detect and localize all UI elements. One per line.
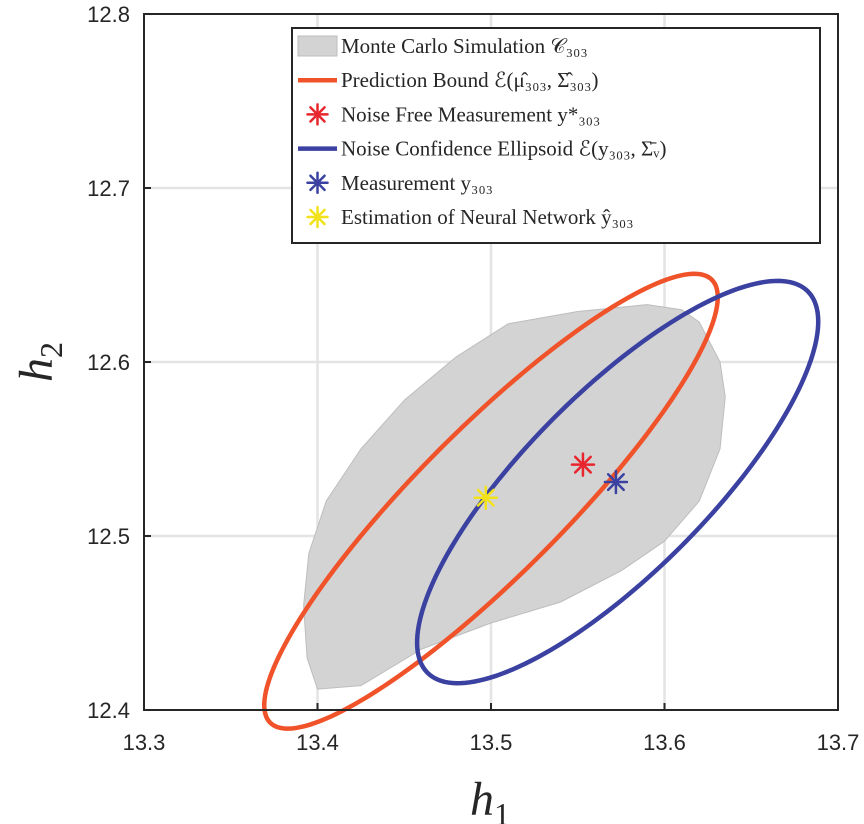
legend-label: Noise Free Measurement y*₃₀₃: [341, 102, 600, 126]
legend: Monte Carlo Simulation 𝒞₃₀₃ Prediction Bo…: [291, 27, 821, 244]
legend-asterisk: [306, 103, 329, 126]
noise-confidence-ellipse: [414, 278, 821, 686]
y-tick-label: 12.4: [87, 698, 130, 723]
legend-label: Noise Confidence Ellipsoid ℰ(y₃₀₃, Σ̄ᵥ): [341, 137, 666, 161]
legend-label: Measurement y₃₀₃: [341, 171, 493, 195]
legend-item-nc: Noise Confidence Ellipsoid ℰ(y₃₀₃, Σ̄ᵥ): [298, 137, 666, 161]
legend-swatch: [297, 35, 338, 57]
legend-item-pred: Prediction Bound ℰ(μ̂₃₀₃, Σ̂₃₀₃): [298, 68, 598, 92]
legend-items: Monte Carlo Simulation 𝒞₃₀₃ Prediction Bo…: [297, 34, 666, 229]
y-tick-label: 12.6: [87, 350, 130, 375]
y-axis-label: h2: [10, 342, 69, 382]
x-tick-label: 13.3: [123, 730, 166, 755]
measurement-point: [603, 469, 629, 495]
neural-network-estimate-point: [473, 485, 499, 510]
legend-item-meas: Measurement y₃₀₃: [306, 171, 493, 195]
x-tick-label: 13.7: [817, 730, 860, 755]
legend-label: Monte Carlo Simulation 𝒞₃₀₃: [341, 34, 588, 58]
x-tick-label: 13.4: [296, 730, 339, 755]
legend-asterisk: [306, 171, 329, 195]
plot-content: [262, 271, 821, 731]
legend-item-nn: Estimation of Neural Network ŷ₃₀₃: [306, 205, 634, 229]
legend-label: Prediction Bound ℰ(μ̂₃₀₃, Σ̂₃₀₃): [341, 68, 598, 92]
prediction-bound-ellipse: [262, 271, 720, 731]
legend-box: [291, 27, 821, 244]
x-tick-label: 13.6: [643, 730, 686, 755]
monte-carlo-region: [303, 304, 726, 690]
legend-asterisk: [306, 205, 329, 229]
noise-free-measurement-point: [570, 452, 596, 477]
y-tick-label: 12.5: [87, 524, 130, 549]
y-tick-label: 12.8: [87, 2, 130, 27]
legend-item-nf: Noise Free Measurement y*₃₀₃: [306, 102, 600, 126]
ticks: 13.3 13.4 13.5 13.6 13.7 12.4 12.5 12.6 12.7 12.8: [87, 2, 859, 755]
y-tick-label: 12.7: [87, 176, 130, 201]
legend-label: Estimation of Neural Network ŷ₃₀₃: [341, 205, 634, 229]
legend-item-mc: Monte Carlo Simulation 𝒞₃₀₃: [297, 34, 588, 58]
x-tick-label: 13.5: [470, 730, 513, 755]
x-axis-label: h1: [470, 773, 510, 824]
